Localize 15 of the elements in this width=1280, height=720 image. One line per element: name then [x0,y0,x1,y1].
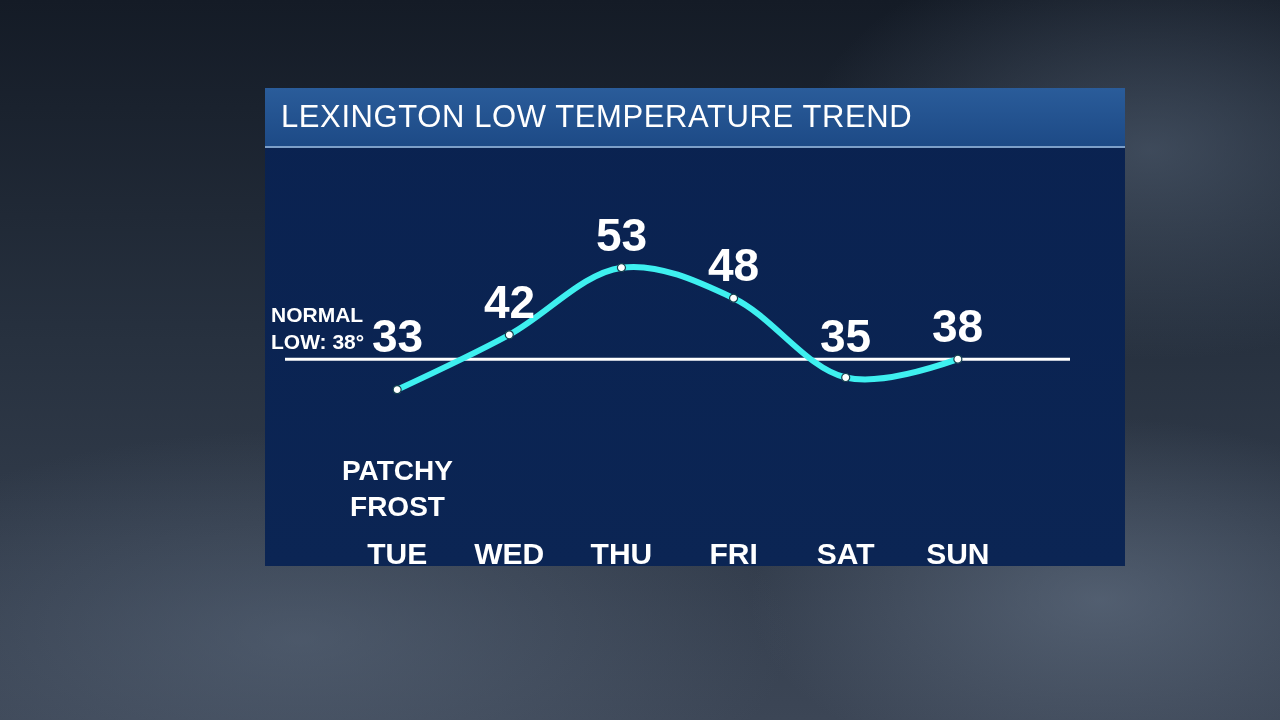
x-tick-label: SUN [926,537,990,570]
x-tick-label: FRI [709,537,758,570]
data-label: 42 [484,276,536,328]
x-tick-label: THU [590,537,653,570]
data-label: 48 [708,239,760,291]
data-label: 53 [596,209,648,261]
data-label: 38 [932,300,984,352]
data-label: 33 [372,310,424,362]
ref-line-label: NORMAL LOW: 38° [271,303,365,354]
chart-title: LEXINGTON LOW TEMPERATURE TREND [281,98,913,136]
x-tick-label: TUE [367,537,428,570]
x-tick-label: WED [474,537,545,570]
data-label: 35 [820,310,872,362]
x-tick-label: SAT [816,537,875,570]
text: PATCHY FROST [342,455,454,523]
